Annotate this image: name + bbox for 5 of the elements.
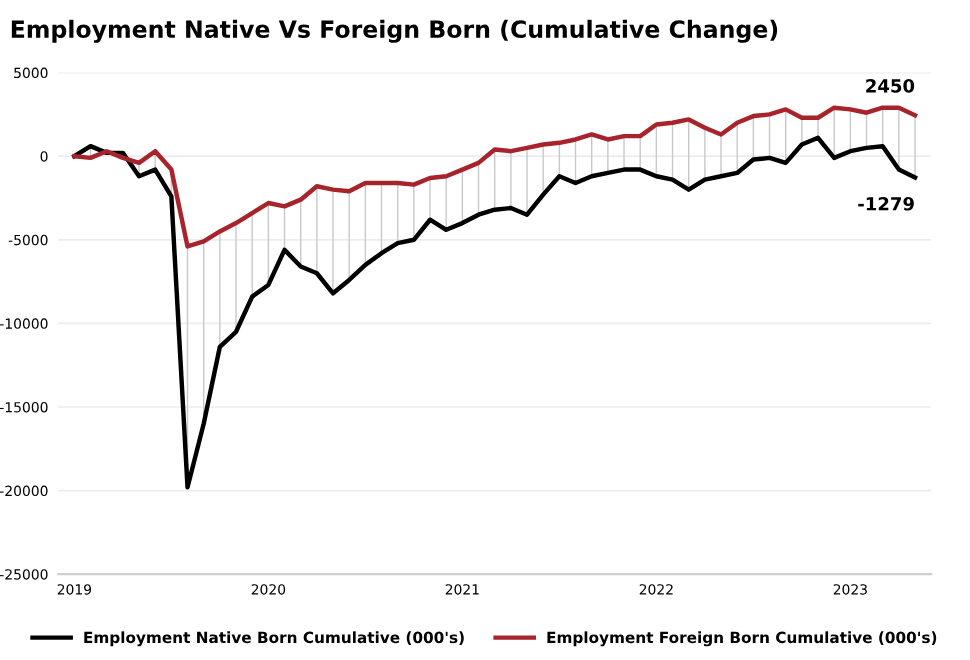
line-series [72, 105, 918, 249]
data-label: 2450 [866, 79, 915, 93]
line-series [72, 135, 918, 490]
chart-title: Employment Native Vs Foreign Born (Cumulative Change) [11, 19, 778, 43]
data-label: -1279 [858, 196, 914, 211]
